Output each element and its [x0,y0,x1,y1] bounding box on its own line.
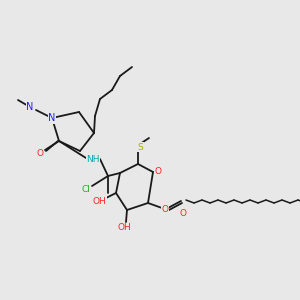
Text: O: O [179,208,187,217]
Text: OH: OH [92,196,106,206]
Text: N: N [26,102,34,112]
Text: N: N [48,113,56,123]
Text: OH: OH [117,224,131,232]
Text: O: O [37,149,44,158]
Text: S: S [137,142,143,152]
Text: O: O [161,205,169,214]
Text: O: O [154,167,161,176]
Text: NH: NH [86,154,100,164]
Text: Cl: Cl [82,185,90,194]
